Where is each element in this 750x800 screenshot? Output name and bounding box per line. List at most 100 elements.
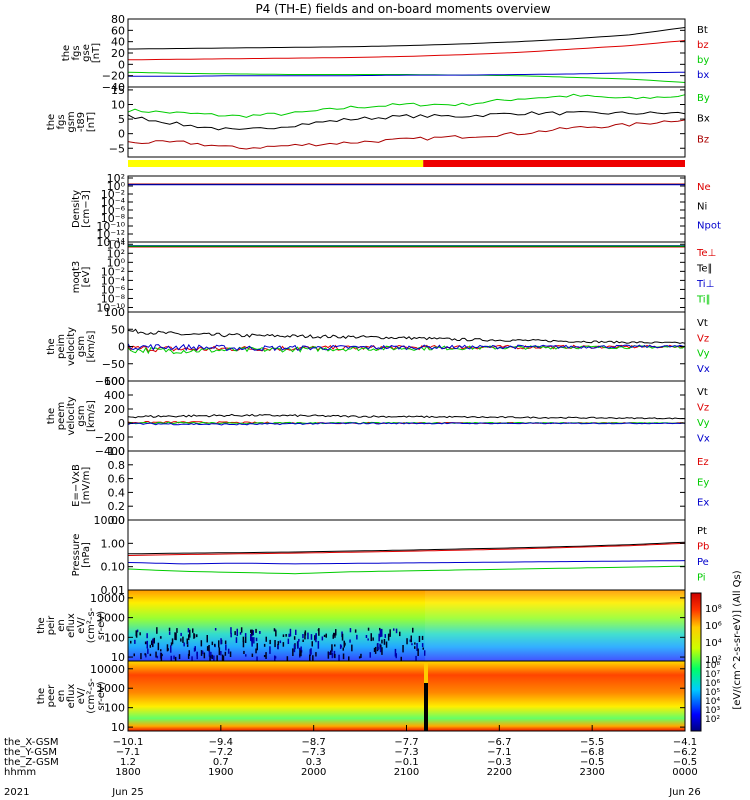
noise-mark — [171, 638, 174, 645]
noise-mark — [218, 647, 221, 656]
noise-mark — [421, 643, 424, 647]
colorbar-tick-label: 10⁵ — [705, 688, 720, 698]
x-row-value: −6.8 — [580, 747, 604, 758]
y-tick-label: 0 — [118, 128, 125, 141]
colorbar-tick-label: 10⁴ — [705, 638, 722, 649]
noise-mark — [168, 631, 171, 635]
panel-2: 15 105 0−5 the fgs gsm -t89 [nT] By Bx Bz — [46, 84, 710, 158]
y-axis-label-line: [eV] — [81, 267, 92, 288]
noise-mark — [160, 636, 162, 639]
y-tick-label: 10⁻⁶ — [101, 204, 126, 217]
y-axis-label-line: eV/ — [76, 687, 87, 704]
noise-mark — [170, 655, 172, 662]
noise-mark — [192, 628, 194, 633]
noise-mark — [139, 632, 141, 636]
y-axis-label-line: the — [61, 45, 72, 61]
noise-mark — [130, 640, 132, 644]
noise-mark — [365, 635, 368, 638]
noise-mark — [134, 639, 136, 644]
y-axis-label-line: moqt3 — [71, 261, 82, 294]
noise-mark — [187, 653, 190, 659]
noise-mark — [251, 637, 253, 645]
noise-mark — [145, 653, 147, 658]
y-tick-label: 10⁻⁴ — [101, 196, 126, 209]
noise-mark — [176, 628, 178, 633]
x-row-value: 1.2 — [120, 757, 136, 768]
y-tick-label: 1.0 — [108, 445, 126, 458]
x-row-value: −10.1 — [113, 737, 144, 748]
noise-mark — [277, 641, 280, 645]
x-row-value: 2200 — [487, 767, 512, 778]
noise-mark — [410, 635, 412, 643]
y-axis-label-line: the — [36, 688, 47, 704]
x-row-value: 1800 — [115, 767, 140, 778]
noise-mark — [402, 645, 404, 653]
noise-mark — [333, 632, 335, 636]
y-tick-label: 80 — [111, 13, 125, 26]
noise-mark — [160, 649, 162, 652]
noise-mark — [311, 641, 313, 647]
y-axis-label-line: gsm — [76, 405, 87, 426]
legend-label-Bz: Bz — [697, 134, 709, 145]
noise-mark — [203, 652, 206, 659]
y-axis-label: the fgs gse [nT] — [61, 43, 102, 63]
noise-mark — [206, 646, 209, 651]
series-line-By — [127, 93, 686, 118]
y-tick-label: 10⁻¹⁴ — [96, 236, 125, 249]
legend-label-Ey: Ey — [697, 477, 709, 488]
x-row-value: 2300 — [579, 767, 604, 778]
noise-mark — [230, 627, 232, 634]
panel-frame — [127, 519, 686, 591]
noise-mark — [383, 639, 386, 645]
noise-mark — [182, 636, 184, 643]
noise-mark — [151, 640, 153, 645]
y-axis-label-line: (cm²-s- — [86, 678, 97, 714]
y-tick-label: 10⁻¹⁰ — [96, 220, 125, 233]
noise-mark — [242, 636, 245, 643]
noise-mark — [310, 648, 312, 655]
noise-mark — [144, 653, 146, 656]
noise-mark — [415, 655, 417, 661]
y-tick-label: 10² — [107, 247, 125, 260]
noise-mark — [409, 639, 411, 642]
y-axis-label-line: Density — [71, 190, 82, 228]
y-tick-label: 1000 — [97, 612, 125, 625]
noise-mark — [298, 647, 301, 651]
noise-mark — [235, 637, 238, 643]
noise-mark — [321, 636, 324, 641]
x-row-value: −0.1 — [394, 757, 418, 768]
legend-label-bz: bz — [697, 40, 709, 51]
y-axis-label-line: [nT] — [91, 43, 102, 63]
x-row-value: 0.7 — [213, 757, 229, 768]
y-tick-label: 600 — [104, 375, 125, 388]
colorbar-tick-label: 10⁴ — [705, 697, 720, 707]
y-tick-label: 100 — [104, 702, 125, 715]
noise-mark — [302, 634, 304, 639]
noise-mark — [274, 655, 276, 661]
y-axis-label-line: sr-eV) — [96, 611, 107, 640]
legend-label-Ti∥: Ti∥ — [696, 295, 711, 306]
x-row-value: −7.3 — [394, 747, 418, 758]
noise-mark — [354, 629, 357, 633]
y-axis-label: the peir en eflux eV/(cm²-s-sr-eV) — [36, 607, 107, 643]
y-tick-label: 0.4 — [108, 486, 126, 499]
noise-mark — [395, 653, 397, 659]
series-line-Pb — [127, 542, 686, 556]
y-axis-label-line: sr-eV) — [96, 681, 107, 710]
y-axis-label-line: peim — [56, 334, 67, 359]
y-tick-label: 40 — [111, 36, 125, 49]
noise-mark — [304, 632, 306, 640]
noise-mark — [214, 628, 217, 631]
x-row-label: the_Z-GSM — [4, 757, 59, 768]
noise-mark — [135, 630, 137, 637]
y-tick-label: 10⁰ — [107, 256, 126, 269]
legend-label-Te∥: Te∥ — [696, 264, 713, 275]
noise-mark — [372, 637, 374, 641]
spectrogram-shade — [425, 590, 685, 661]
noise-mark — [194, 646, 196, 651]
noise-mark — [282, 642, 285, 647]
noise-mark — [180, 638, 182, 642]
series-line-Bz — [127, 119, 686, 150]
